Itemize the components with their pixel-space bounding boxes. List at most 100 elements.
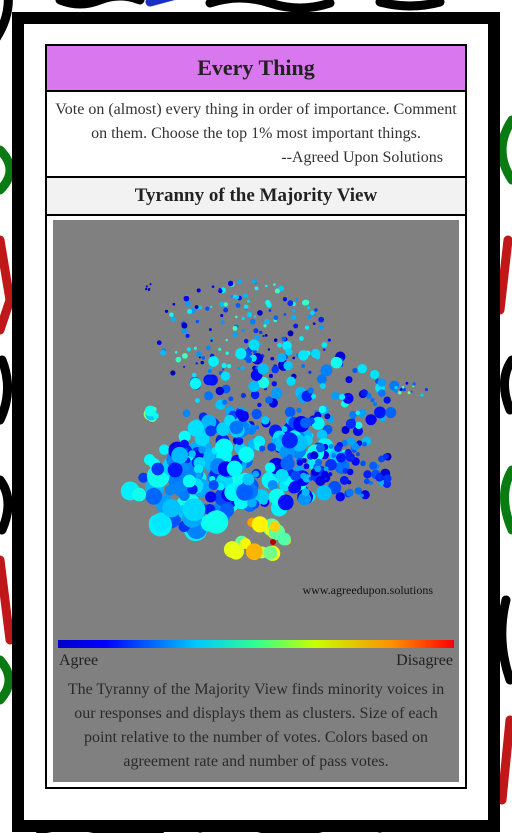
bubble bbox=[251, 516, 269, 533]
bubble bbox=[308, 476, 313, 481]
bubble bbox=[270, 539, 276, 545]
bubble bbox=[204, 391, 214, 401]
bubble bbox=[189, 377, 202, 390]
bubble bbox=[322, 348, 326, 351]
bubble bbox=[277, 342, 283, 348]
bubble bbox=[237, 279, 243, 285]
bubble bbox=[355, 410, 361, 416]
bubble bbox=[339, 393, 346, 401]
bubble bbox=[321, 470, 329, 479]
intro-line: Vote on (almost) every thing in order of… bbox=[55, 101, 457, 118]
description-line: agreement rate and number of pass votes. bbox=[123, 753, 389, 770]
bubble bbox=[187, 420, 205, 437]
bubble bbox=[318, 316, 325, 323]
bubble bbox=[222, 399, 228, 405]
bubble bbox=[385, 407, 397, 419]
bubble bbox=[145, 488, 163, 505]
bubble bbox=[273, 315, 279, 321]
bubble bbox=[240, 366, 245, 371]
bubble bbox=[281, 432, 298, 449]
bubble bbox=[237, 366, 241, 370]
bubble bbox=[251, 279, 257, 285]
bubble bbox=[308, 370, 312, 374]
bubble bbox=[263, 324, 267, 328]
bubble bbox=[283, 312, 287, 316]
bubble bbox=[162, 499, 181, 518]
bubble bbox=[382, 453, 389, 460]
bubble bbox=[363, 470, 372, 479]
bubble bbox=[261, 416, 270, 425]
bubble bbox=[290, 314, 297, 321]
bubble bbox=[257, 310, 263, 316]
bubble bbox=[311, 416, 325, 430]
bubble bbox=[265, 299, 271, 306]
bubble bbox=[330, 356, 343, 369]
bubble bbox=[360, 389, 368, 397]
bubble bbox=[298, 492, 312, 506]
bubble bbox=[362, 441, 368, 447]
bubble bbox=[363, 478, 370, 485]
bubble bbox=[215, 438, 233, 457]
bubble bbox=[336, 452, 346, 463]
bubble bbox=[269, 521, 280, 532]
intro: Vote on (almost) every thing in order of… bbox=[47, 92, 465, 178]
bubble bbox=[401, 385, 405, 389]
bubble bbox=[316, 429, 328, 441]
bubble bbox=[420, 393, 424, 397]
description-line: The Tyranny of the Majority View finds m… bbox=[67, 681, 445, 698]
bubble bbox=[208, 480, 219, 491]
bubble bbox=[205, 306, 210, 311]
bubble bbox=[349, 410, 357, 419]
bubble bbox=[232, 331, 238, 338]
bubble bbox=[257, 376, 270, 389]
bubble bbox=[345, 488, 354, 497]
bubble bbox=[287, 330, 294, 337]
bubble bbox=[205, 491, 217, 503]
bubble bbox=[210, 305, 213, 309]
bubble bbox=[267, 480, 278, 491]
bubble bbox=[264, 333, 268, 337]
bubble bbox=[216, 422, 231, 437]
color-scale bbox=[58, 640, 454, 648]
bubble bbox=[218, 347, 222, 351]
bubble bbox=[314, 465, 322, 473]
bubble bbox=[208, 356, 219, 367]
bubble bbox=[170, 370, 176, 376]
bubble bbox=[182, 498, 206, 522]
bubbles bbox=[120, 279, 428, 561]
bubble bbox=[248, 380, 260, 393]
bubble bbox=[193, 464, 204, 474]
bubble bbox=[265, 396, 273, 404]
bubble bbox=[280, 456, 295, 471]
bubble bbox=[252, 470, 260, 478]
bubble bbox=[164, 485, 176, 496]
bubble bbox=[195, 398, 200, 404]
bubble bbox=[306, 314, 312, 320]
bubble bbox=[240, 392, 247, 399]
bubble bbox=[405, 381, 409, 385]
bubble bbox=[242, 293, 248, 299]
bubble bbox=[221, 362, 227, 369]
bubble bbox=[301, 364, 305, 368]
bubble bbox=[258, 330, 263, 335]
bubble bbox=[210, 337, 214, 341]
bubble bbox=[196, 288, 201, 293]
bubble bbox=[198, 305, 203, 310]
bubble bbox=[187, 308, 193, 314]
bubble bbox=[267, 348, 271, 351]
bubble bbox=[221, 368, 225, 371]
bubble bbox=[323, 466, 329, 472]
description-line: our responses and displays them as clust… bbox=[74, 705, 438, 722]
bubble bbox=[368, 480, 374, 486]
bubble bbox=[228, 544, 244, 560]
bubble bbox=[254, 286, 259, 291]
bubble bbox=[274, 288, 280, 294]
bubble bbox=[251, 408, 262, 420]
bubble bbox=[220, 320, 225, 325]
bubble bbox=[293, 323, 299, 329]
bubble bbox=[208, 328, 212, 332]
bubble bbox=[144, 405, 156, 417]
bubble bbox=[347, 437, 355, 446]
bubble bbox=[345, 418, 356, 429]
bubble bbox=[365, 414, 377, 426]
